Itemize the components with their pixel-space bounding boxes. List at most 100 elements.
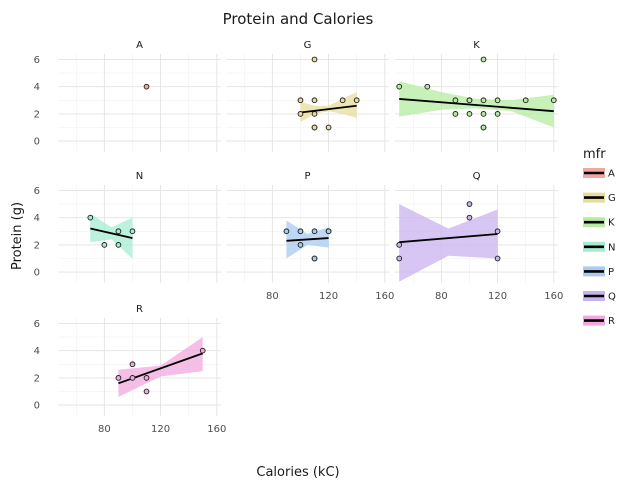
y-tick-label: 2 — [34, 109, 40, 120]
data-point-r — [143, 388, 150, 395]
y-tick-label: 6 — [34, 55, 40, 66]
y-tick-label: 0 — [34, 268, 40, 279]
facet-label-a: A — [136, 40, 143, 51]
facet-panels: A 0 2 4 6 G K N 0 2 4 6 P 80 120 160 Q 80 120 160 R 0 2 4 6 80 120… — [34, 40, 564, 435]
data-point-k — [522, 97, 529, 104]
x-tick-label: 160 — [375, 291, 394, 302]
data-point-n — [115, 242, 122, 248]
facet-label-p: P — [304, 171, 310, 182]
data-point-a — [143, 83, 150, 90]
data-point-q — [466, 214, 473, 221]
data-point-r — [143, 375, 150, 381]
legend: mfr A G K N P Q R — [583, 147, 616, 327]
fit-line-q — [399, 233, 498, 244]
legend-label-p: P — [608, 267, 614, 278]
data-point-g — [325, 124, 332, 131]
x-tick-label: 120 — [151, 424, 170, 435]
x-tick-label: 80 — [266, 291, 279, 302]
x-axis-title: Calories (kC) — [256, 465, 339, 480]
legend-item-k: K — [583, 217, 615, 229]
data-point-p — [297, 242, 304, 248]
panel-r: R 0 2 4 6 80 120 160 — [34, 304, 227, 435]
data-point-k — [452, 111, 459, 117]
data-point-n — [129, 228, 136, 235]
legend-item-g: G — [583, 192, 616, 204]
data-point-n — [115, 228, 122, 235]
y-tick-label: 2 — [34, 373, 40, 384]
data-point-k — [550, 97, 557, 104]
legend-item-r: R — [583, 315, 615, 327]
chart-title: Protein and Calories — [223, 10, 374, 28]
data-point-g — [311, 56, 318, 63]
x-tick-label: 120 — [319, 291, 338, 302]
fit-line-g — [300, 104, 357, 114]
panel-a: A 0 2 4 6 — [34, 40, 221, 152]
data-point-q — [466, 201, 473, 207]
legend-label-n: N — [608, 242, 615, 253]
x-tick-label: 120 — [488, 291, 507, 302]
confidence-band-n — [90, 213, 133, 259]
y-tick-label: 6 — [34, 319, 40, 330]
panel-background — [58, 185, 221, 283]
data-point-k — [466, 111, 473, 117]
data-point-p — [311, 255, 318, 262]
y-tick-label: 4 — [34, 213, 40, 224]
data-point-k — [396, 83, 403, 90]
panel-background — [58, 54, 221, 152]
data-point-k — [480, 124, 487, 131]
legend-item-p: P — [583, 266, 614, 278]
legend-label-k: K — [608, 218, 615, 229]
data-point-p — [283, 228, 290, 235]
legend-title: mfr — [583, 147, 606, 162]
y-tick-label: 0 — [34, 401, 40, 412]
facet-label-q: Q — [473, 171, 481, 182]
panel-k: K — [395, 40, 558, 152]
fit-line-k — [399, 98, 554, 113]
data-point-k — [452, 97, 459, 104]
panel-g: G — [226, 40, 389, 152]
legend-item-n: N — [583, 241, 615, 253]
panel-p: P 80 120 160 — [226, 171, 394, 302]
data-point-g — [297, 97, 304, 104]
confidence-band-q — [399, 204, 498, 282]
facet-label-g: G — [304, 40, 312, 51]
data-point-g — [311, 111, 318, 117]
panel-background — [226, 54, 389, 152]
data-point-p — [297, 228, 304, 235]
confidence-band-r — [118, 337, 203, 397]
x-tick-label: 160 — [207, 424, 226, 435]
legend-label-r: R — [608, 316, 615, 327]
data-point-k — [480, 97, 487, 104]
x-tick-label: 80 — [435, 291, 448, 302]
data-point-k — [494, 111, 501, 117]
x-tick-label: 80 — [98, 424, 111, 435]
data-point-n — [87, 214, 94, 221]
y-tick-label: 4 — [34, 82, 40, 93]
y-tick-label: 2 — [34, 240, 40, 251]
data-point-k — [480, 56, 487, 63]
facet-label-k: K — [473, 40, 480, 51]
data-point-r — [115, 375, 122, 381]
data-point-q — [396, 255, 403, 262]
data-point-g — [311, 124, 318, 131]
data-point-p — [325, 228, 332, 235]
x-tick-label: 160 — [544, 291, 563, 302]
legend-label-q: Q — [608, 292, 616, 303]
data-point-q — [494, 228, 501, 235]
data-point-k — [494, 97, 501, 104]
y-tick-label: 0 — [34, 137, 40, 148]
panel-n: N 0 2 4 6 — [34, 171, 221, 283]
data-point-p — [311, 228, 318, 235]
legend-item-a: A — [583, 168, 615, 180]
facet-label-n: N — [136, 171, 143, 182]
data-point-k — [466, 97, 473, 104]
data-point-r — [199, 347, 206, 354]
data-point-n — [101, 242, 108, 248]
y-tick-label: 6 — [34, 186, 40, 197]
legend-label-a: A — [608, 169, 615, 180]
panel-q: Q 80 120 160 — [395, 171, 563, 302]
facet-label-r: R — [136, 304, 143, 315]
data-point-q — [396, 242, 403, 248]
data-point-g — [353, 97, 360, 104]
